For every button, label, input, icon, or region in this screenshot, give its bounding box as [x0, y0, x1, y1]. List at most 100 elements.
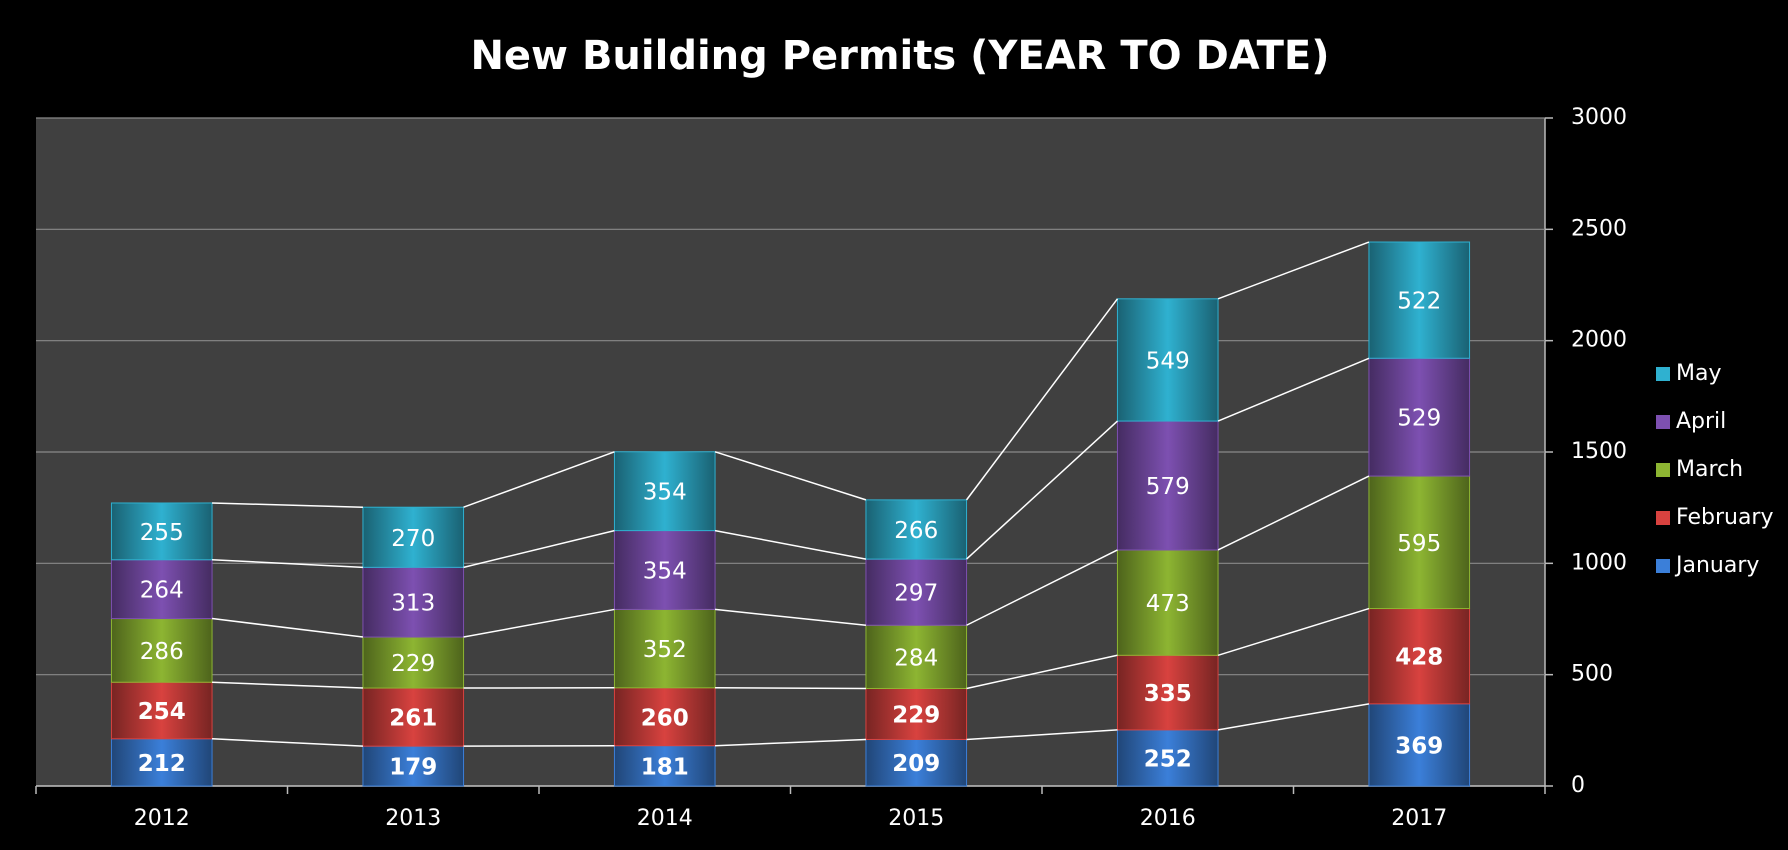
data-label: 179: [389, 755, 437, 781]
data-label: 261: [389, 706, 437, 732]
data-label: 254: [138, 699, 186, 725]
legend-swatch: [1656, 367, 1670, 381]
y-tick-label: 2500: [1571, 216, 1627, 241]
series-line: [1217, 241, 1370, 300]
series-line: [966, 729, 1118, 741]
series-line: [212, 681, 363, 689]
series-line: [966, 420, 1118, 560]
bar-segment: [865, 499, 968, 560]
data-label: 212: [138, 751, 186, 777]
bar-segment: [1368, 703, 1471, 787]
data-label: 209: [892, 751, 940, 777]
bar-segment: [1116, 549, 1219, 656]
data-label: 529: [1397, 406, 1441, 432]
bar-segment: [613, 608, 716, 689]
data-label: 428: [1395, 645, 1443, 671]
legend-label: April: [1676, 409, 1726, 434]
data-label: 252: [1144, 746, 1192, 772]
bar-segment: [110, 502, 213, 561]
series-line: [463, 529, 615, 569]
series-line: [966, 654, 1118, 690]
x-tick-label: 2012: [134, 806, 190, 831]
data-label: 270: [391, 526, 435, 552]
series-line: [212, 502, 363, 508]
y-tick-label: 500: [1571, 662, 1613, 687]
data-label: 229: [391, 651, 435, 677]
bar-segment: [865, 687, 968, 740]
bar-segment: [362, 506, 465, 568]
bar-segment: [1368, 357, 1471, 477]
x-tick-label: 2013: [385, 806, 441, 831]
y-tick-label: 1000: [1571, 550, 1627, 575]
data-label: 181: [641, 754, 689, 780]
bar-segment: [613, 687, 716, 747]
legend-label: March: [1676, 457, 1743, 482]
bar-segment: [613, 745, 716, 787]
series-line: [714, 608, 867, 626]
bar-segment: [1368, 608, 1471, 705]
data-label: 255: [140, 520, 184, 546]
legend-swatch: [1656, 415, 1670, 429]
bar-segment: [110, 738, 213, 787]
bar-segment: [1116, 420, 1219, 551]
data-label: 266: [894, 518, 938, 544]
legend-swatch: [1656, 559, 1670, 573]
bar-segment: [362, 636, 465, 689]
bar-segment: [865, 624, 968, 689]
data-label: 369: [1395, 733, 1443, 759]
series-line: [965, 298, 1119, 501]
bar-segment: [1368, 475, 1471, 610]
data-label: 264: [140, 578, 184, 604]
data-label: 473: [1146, 591, 1190, 617]
bar-segment: [1116, 729, 1219, 787]
data-label: 229: [892, 702, 940, 728]
data-label: 284: [894, 645, 938, 671]
bar-segment: [865, 558, 968, 626]
data-label: 352: [643, 637, 687, 663]
y-tick-label: 1500: [1571, 439, 1627, 464]
legend-swatch: [1656, 511, 1670, 525]
data-label: 297: [894, 581, 938, 607]
data-label: 595: [1397, 531, 1441, 557]
x-tick-label: 2014: [637, 806, 693, 831]
series-line: [1217, 475, 1370, 551]
series-line: [1217, 703, 1370, 731]
y-tick-label: 3000: [1571, 105, 1627, 130]
series-line: [715, 687, 866, 690]
data-label: 579: [1146, 474, 1190, 500]
x-tick-label: 2017: [1391, 806, 1447, 831]
series-line: [1217, 357, 1370, 422]
bar-segment: [110, 559, 213, 620]
series-line: [715, 738, 866, 747]
series-line: [1217, 607, 1370, 657]
bar-segment: [110, 681, 213, 740]
bar-segment: [613, 530, 716, 610]
data-label: 549: [1146, 348, 1190, 374]
bar-segment: [613, 451, 716, 532]
series-line: [463, 451, 615, 508]
data-label: 354: [643, 480, 687, 506]
legend-label: February: [1676, 505, 1774, 530]
data-label: 354: [643, 559, 687, 585]
bar-segment: [1116, 298, 1219, 422]
y-tick-label: 2000: [1571, 328, 1627, 353]
x-tick-label: 2016: [1140, 806, 1196, 831]
data-label: 335: [1144, 681, 1192, 707]
x-tick-label: 2015: [888, 806, 944, 831]
bar-segment: [865, 738, 968, 787]
data-label: 522: [1397, 289, 1441, 315]
series-line: [212, 559, 363, 569]
chart-title: New Building Permits (YEAR TO DATE): [470, 33, 1329, 79]
data-label: 260: [641, 705, 689, 731]
series-line: [463, 608, 615, 638]
data-label: 313: [391, 591, 435, 617]
legend-label: January: [1674, 553, 1759, 578]
bar-segment: [1368, 241, 1471, 359]
series-line: [212, 738, 363, 747]
series-line: [966, 549, 1118, 626]
legend-swatch: [1656, 463, 1670, 477]
data-label: 286: [140, 639, 184, 665]
legend-label: May: [1676, 361, 1721, 386]
bar-segment: [362, 566, 465, 638]
